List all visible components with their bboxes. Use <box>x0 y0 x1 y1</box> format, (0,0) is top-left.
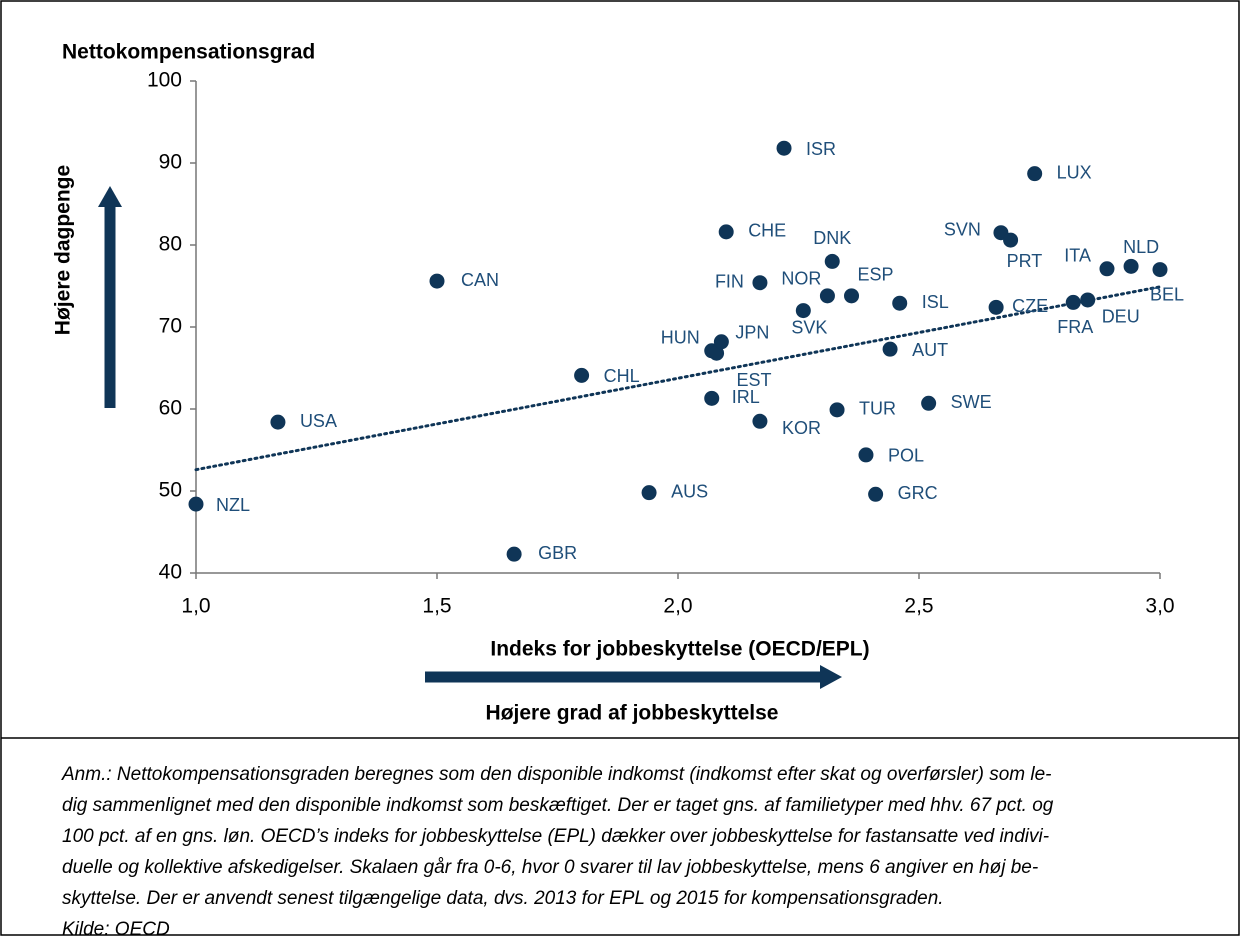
y-tick-label: 100 <box>147 69 182 92</box>
point-label: KOR <box>782 418 821 438</box>
point-label: AUT <box>912 340 948 360</box>
point-label: ISR <box>806 139 836 159</box>
note-line: skyttelse. Der er anvendt senest tilgæng… <box>62 888 944 909</box>
point-label: AUS <box>671 481 708 501</box>
point-label: IRL <box>732 387 760 407</box>
x-annotation: Højere grad af jobbeskyttelse <box>486 702 779 725</box>
point <box>270 414 286 430</box>
point-label: SVN <box>944 219 981 239</box>
point <box>892 295 908 311</box>
note-line: Kilde: OECD <box>62 919 170 936</box>
point <box>829 402 845 418</box>
note-line: dig sammenlignet med den disponible indk… <box>62 795 1054 816</box>
y-tick-label: 80 <box>159 233 182 256</box>
point <box>574 367 590 383</box>
x-tick-label: 1,5 <box>422 595 451 618</box>
point-label: GRC <box>898 483 938 503</box>
point-label: FRA <box>1057 317 1093 337</box>
x-tick-label: 3,0 <box>1145 595 1174 618</box>
point-label: NZL <box>216 495 250 515</box>
point-label: CAN <box>461 270 499 290</box>
point-label: CHE <box>748 221 786 241</box>
point <box>709 345 725 361</box>
point <box>718 224 734 240</box>
x-tick-label: 1,0 <box>181 595 210 618</box>
point-label: POL <box>888 446 924 466</box>
point <box>921 395 937 411</box>
point <box>1099 261 1115 277</box>
point-label: NLD <box>1123 237 1159 257</box>
y-arrow-head <box>98 186 122 207</box>
point-label: CHL <box>604 366 640 386</box>
y-tick-label: 50 <box>159 479 182 502</box>
point-label: PRT <box>1007 251 1043 271</box>
y-tick-label: 70 <box>159 315 182 338</box>
trendline <box>194 285 1162 472</box>
point <box>858 447 874 463</box>
point <box>844 288 860 304</box>
point-label: ITA <box>1064 246 1091 266</box>
point <box>988 299 1004 315</box>
point <box>429 273 445 289</box>
y-annotation: Højere dagpenge <box>52 165 75 335</box>
point <box>1152 262 1168 278</box>
point <box>819 288 835 304</box>
note-line: duelle og kollektive afskedigelser. Skal… <box>62 857 1038 878</box>
point-label: ESP <box>858 265 894 285</box>
y-tick-label: 40 <box>159 561 182 584</box>
point <box>188 496 204 512</box>
point-label: EST <box>737 370 772 390</box>
point <box>704 390 720 406</box>
point <box>1003 232 1019 248</box>
point-label: USA <box>300 411 337 431</box>
point-label: JPN <box>735 323 769 343</box>
point-label: DNK <box>813 228 851 248</box>
point <box>795 303 811 319</box>
point <box>752 413 768 429</box>
point <box>1027 166 1043 182</box>
point-label: HUN <box>661 328 700 348</box>
point <box>1065 294 1081 310</box>
point <box>641 485 657 501</box>
point-label: NOR <box>781 269 821 289</box>
note-line: 100 pct. af en gns. løn. OECD’s indeks f… <box>62 826 1049 847</box>
y-tick-label: 60 <box>159 397 182 420</box>
y-tick-label: 90 <box>159 151 182 174</box>
point <box>882 341 898 357</box>
point-label: SVK <box>791 317 827 337</box>
x-tick-label: 2,5 <box>904 595 933 618</box>
point-label: FIN <box>715 271 744 291</box>
point-label: LUX <box>1057 162 1092 182</box>
point <box>1123 258 1139 274</box>
point-label: DEU <box>1102 307 1140 327</box>
point-label: BEL <box>1150 284 1184 304</box>
chart-title: Nettokompensationsgrad <box>62 41 315 64</box>
point-label: SWE <box>951 392 992 412</box>
point-label: CZE <box>1012 296 1048 316</box>
point-label: GBR <box>538 543 577 563</box>
x-arrow-head <box>820 665 842 689</box>
point <box>868 486 884 502</box>
point <box>824 253 840 269</box>
x-axis-label: Indeks for jobbeskyttelse (OECD/EPL) <box>490 638 869 661</box>
point <box>506 546 522 562</box>
point <box>776 140 792 156</box>
point <box>752 275 768 291</box>
point <box>713 334 729 350</box>
note-line: Anm.: Nettokompensationsgraden beregnes … <box>61 764 1052 785</box>
point <box>1080 292 1096 308</box>
x-tick-label: 2,0 <box>663 595 692 618</box>
point-label: TUR <box>859 399 896 419</box>
point-label: ISL <box>922 292 949 312</box>
